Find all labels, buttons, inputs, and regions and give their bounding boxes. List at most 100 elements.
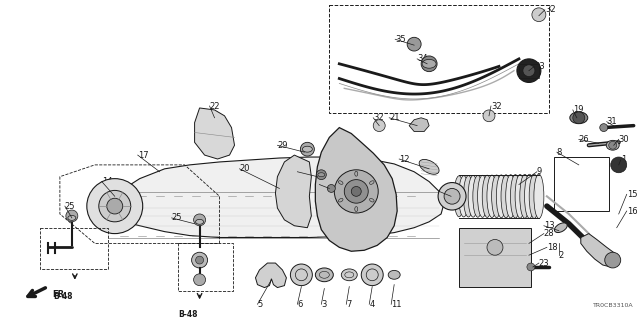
Text: 1: 1 (621, 156, 626, 164)
Circle shape (600, 124, 608, 132)
Circle shape (523, 65, 535, 76)
Text: 35: 35 (395, 35, 406, 44)
Ellipse shape (459, 176, 468, 217)
Ellipse shape (606, 140, 620, 150)
Bar (40, 228, 108, 269)
Ellipse shape (487, 175, 497, 218)
Circle shape (327, 185, 335, 192)
Text: 15: 15 (627, 190, 637, 199)
Circle shape (334, 170, 378, 213)
Circle shape (527, 263, 535, 271)
Ellipse shape (520, 174, 530, 218)
Text: 19: 19 (573, 105, 583, 115)
Text: 18: 18 (547, 243, 557, 252)
Text: 13: 13 (544, 221, 554, 230)
Circle shape (87, 179, 143, 234)
Text: 12: 12 (399, 155, 410, 164)
Bar (330, 5, 549, 113)
Circle shape (483, 110, 495, 122)
Text: 32: 32 (545, 5, 556, 14)
Text: 2: 2 (559, 251, 564, 260)
Text: 26: 26 (579, 135, 589, 144)
Text: 11: 11 (391, 300, 402, 309)
Circle shape (487, 239, 503, 255)
Bar (554, 157, 609, 211)
Text: 27: 27 (298, 167, 308, 176)
Polygon shape (195, 108, 234, 159)
Text: 21: 21 (389, 113, 400, 122)
Text: 6: 6 (298, 300, 303, 309)
Ellipse shape (525, 174, 534, 218)
Ellipse shape (339, 198, 343, 202)
Text: 24: 24 (319, 180, 330, 189)
Ellipse shape (339, 181, 343, 184)
Text: 8: 8 (557, 148, 562, 156)
Text: 16: 16 (627, 206, 637, 216)
Text: 31: 31 (607, 117, 618, 126)
Circle shape (517, 59, 541, 83)
Text: 25: 25 (65, 202, 76, 211)
Text: TR0CB3310A: TR0CB3310A (593, 303, 634, 308)
Polygon shape (275, 155, 311, 228)
Circle shape (66, 210, 78, 222)
Text: 25: 25 (172, 213, 182, 222)
Circle shape (351, 187, 361, 196)
Text: B-48: B-48 (178, 310, 197, 319)
Ellipse shape (529, 174, 539, 219)
Text: 14: 14 (102, 177, 112, 186)
Circle shape (193, 274, 205, 286)
Ellipse shape (369, 181, 374, 184)
Ellipse shape (355, 207, 358, 212)
Text: 17: 17 (138, 151, 148, 160)
Circle shape (605, 252, 621, 268)
Ellipse shape (316, 268, 333, 282)
Polygon shape (100, 157, 444, 237)
Circle shape (291, 264, 312, 286)
Text: 20: 20 (239, 164, 250, 173)
Circle shape (532, 8, 546, 21)
Circle shape (609, 141, 617, 149)
Text: 33: 33 (534, 62, 545, 71)
Bar (519, 64, 539, 77)
Circle shape (421, 56, 437, 72)
Text: 10: 10 (439, 187, 449, 196)
Text: FR.: FR. (52, 290, 67, 299)
Text: 5: 5 (257, 300, 262, 309)
Circle shape (300, 142, 314, 156)
Ellipse shape (515, 174, 525, 218)
Ellipse shape (196, 220, 204, 224)
Text: 32: 32 (373, 113, 384, 122)
Text: 9: 9 (537, 167, 542, 176)
Circle shape (361, 264, 383, 286)
Bar (459, 228, 531, 287)
Ellipse shape (477, 175, 488, 217)
Ellipse shape (501, 175, 511, 218)
Ellipse shape (534, 174, 544, 219)
Text: 29: 29 (277, 141, 288, 150)
Bar (178, 244, 232, 291)
Ellipse shape (318, 173, 325, 177)
Ellipse shape (302, 146, 312, 152)
Ellipse shape (482, 175, 492, 217)
Ellipse shape (388, 270, 400, 279)
Ellipse shape (506, 175, 516, 218)
Text: 23: 23 (539, 259, 550, 268)
Circle shape (573, 112, 585, 124)
Ellipse shape (68, 215, 76, 220)
Ellipse shape (341, 269, 357, 281)
Ellipse shape (492, 175, 502, 218)
Text: 30: 30 (619, 135, 629, 144)
Polygon shape (409, 118, 429, 132)
Text: 3: 3 (321, 300, 326, 309)
Circle shape (107, 198, 123, 214)
Ellipse shape (463, 176, 474, 217)
Text: 22: 22 (209, 101, 220, 110)
Text: 4: 4 (369, 300, 374, 309)
Text: 28: 28 (544, 229, 554, 238)
Ellipse shape (355, 171, 358, 176)
Circle shape (344, 180, 368, 203)
Ellipse shape (419, 159, 439, 174)
Circle shape (611, 157, 627, 173)
Circle shape (191, 252, 207, 268)
Circle shape (407, 37, 421, 51)
